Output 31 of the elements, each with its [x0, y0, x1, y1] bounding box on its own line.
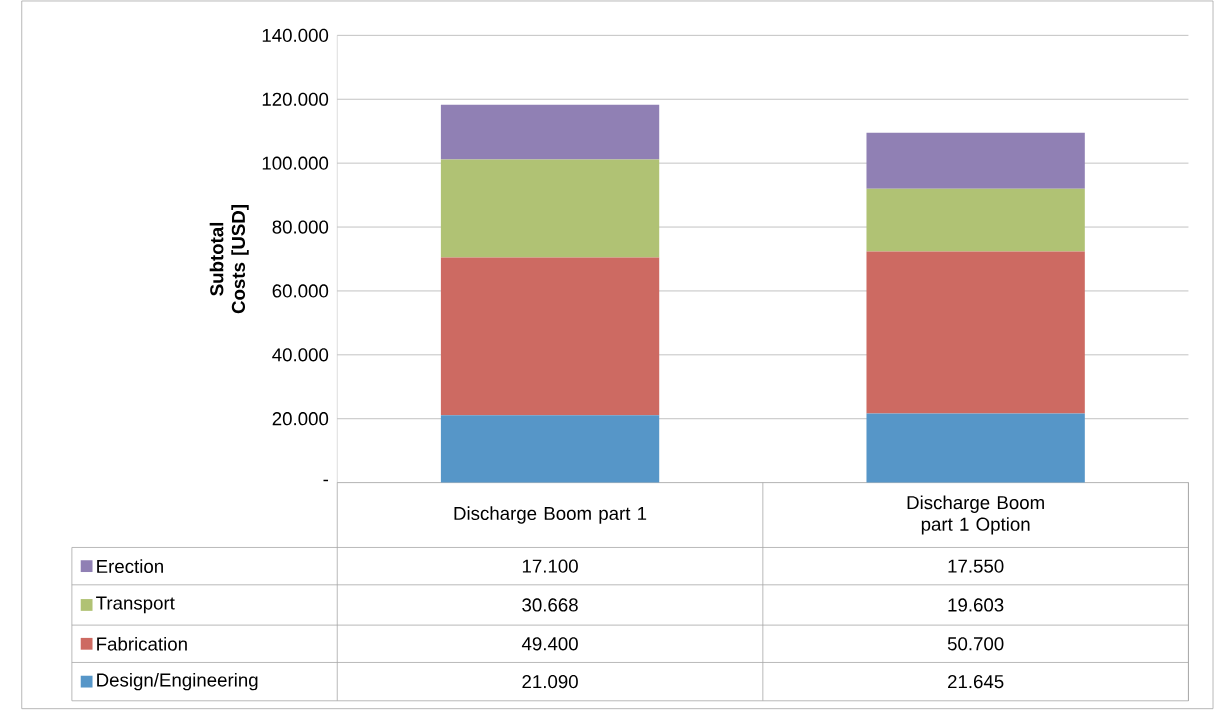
- y-tick-label: 20.000: [272, 412, 329, 426]
- bar: [866, 189, 1085, 252]
- y-tick-label: 100.000: [262, 156, 329, 170]
- bar: [866, 132, 1085, 190]
- data-label: 19.603: [948, 598, 1004, 612]
- data-label: 21.645: [948, 675, 1004, 689]
- x-tick-label: Discharge Boom part 1: [454, 506, 647, 524]
- legend-label: Design/Engineering: [97, 673, 258, 691]
- data-label: 21.090: [522, 675, 578, 689]
- bar: [866, 251, 1085, 414]
- legend-label: Erection: [97, 559, 163, 574]
- bar: [440, 105, 660, 160]
- bar: [440, 415, 660, 483]
- y-tick-label: 120.000: [262, 92, 329, 107]
- bar: [440, 257, 660, 416]
- data-label: 49.400: [521, 637, 578, 651]
- y-tick-label: 80.000: [272, 220, 329, 234]
- y-tick-label: 40.000: [272, 348, 329, 362]
- bar: [866, 413, 1085, 483]
- legend-label: Transport: [96, 596, 175, 614]
- y-tick-label: -: [323, 479, 329, 482]
- y-tick-label: 60.000: [272, 284, 329, 298]
- data-label: 30.668: [522, 598, 578, 612]
- y-tick-label: 140.000: [262, 28, 329, 43]
- y-axis-title: Subtotal Costs [USD]: [209, 205, 249, 314]
- bar: [440, 159, 660, 258]
- legend-label: Fabrication: [97, 637, 187, 651]
- x-tick-label: Discharge Boom part 1 Option: [907, 495, 1044, 535]
- data-label: 17.100: [522, 559, 578, 573]
- data-label: 17.550: [948, 559, 1004, 573]
- data-label: 50.700: [947, 637, 1004, 651]
